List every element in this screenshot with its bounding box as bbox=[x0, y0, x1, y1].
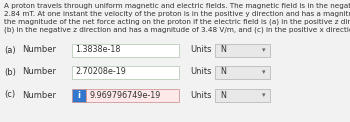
Text: N: N bbox=[220, 46, 226, 55]
Text: Units: Units bbox=[190, 46, 211, 55]
Text: Number: Number bbox=[22, 91, 56, 100]
Text: ▾: ▾ bbox=[262, 92, 266, 98]
Text: 1.3838e-18: 1.3838e-18 bbox=[75, 46, 120, 55]
Text: 2.70208e-19: 2.70208e-19 bbox=[75, 67, 126, 76]
Text: 9.969796749e-19: 9.969796749e-19 bbox=[89, 91, 160, 100]
Text: (a): (a) bbox=[4, 46, 16, 55]
Text: (c): (c) bbox=[4, 91, 15, 100]
FancyBboxPatch shape bbox=[72, 66, 179, 78]
FancyBboxPatch shape bbox=[72, 88, 86, 102]
Text: A proton travels through uniform magnetic and electric fields. The magnetic fiel: A proton travels through uniform magneti… bbox=[4, 3, 350, 33]
Text: Number: Number bbox=[22, 46, 56, 55]
Text: (b): (b) bbox=[4, 67, 16, 76]
Text: N: N bbox=[220, 67, 226, 76]
Text: Number: Number bbox=[22, 67, 56, 76]
Text: Units: Units bbox=[190, 91, 211, 100]
FancyBboxPatch shape bbox=[215, 88, 270, 102]
Text: Units: Units bbox=[190, 67, 211, 76]
FancyBboxPatch shape bbox=[86, 88, 179, 102]
Text: N: N bbox=[220, 91, 226, 100]
Text: ▾: ▾ bbox=[262, 69, 266, 75]
Text: i: i bbox=[77, 91, 80, 100]
Text: ▾: ▾ bbox=[262, 47, 266, 53]
FancyBboxPatch shape bbox=[215, 66, 270, 78]
FancyBboxPatch shape bbox=[215, 44, 270, 56]
FancyBboxPatch shape bbox=[72, 44, 179, 56]
